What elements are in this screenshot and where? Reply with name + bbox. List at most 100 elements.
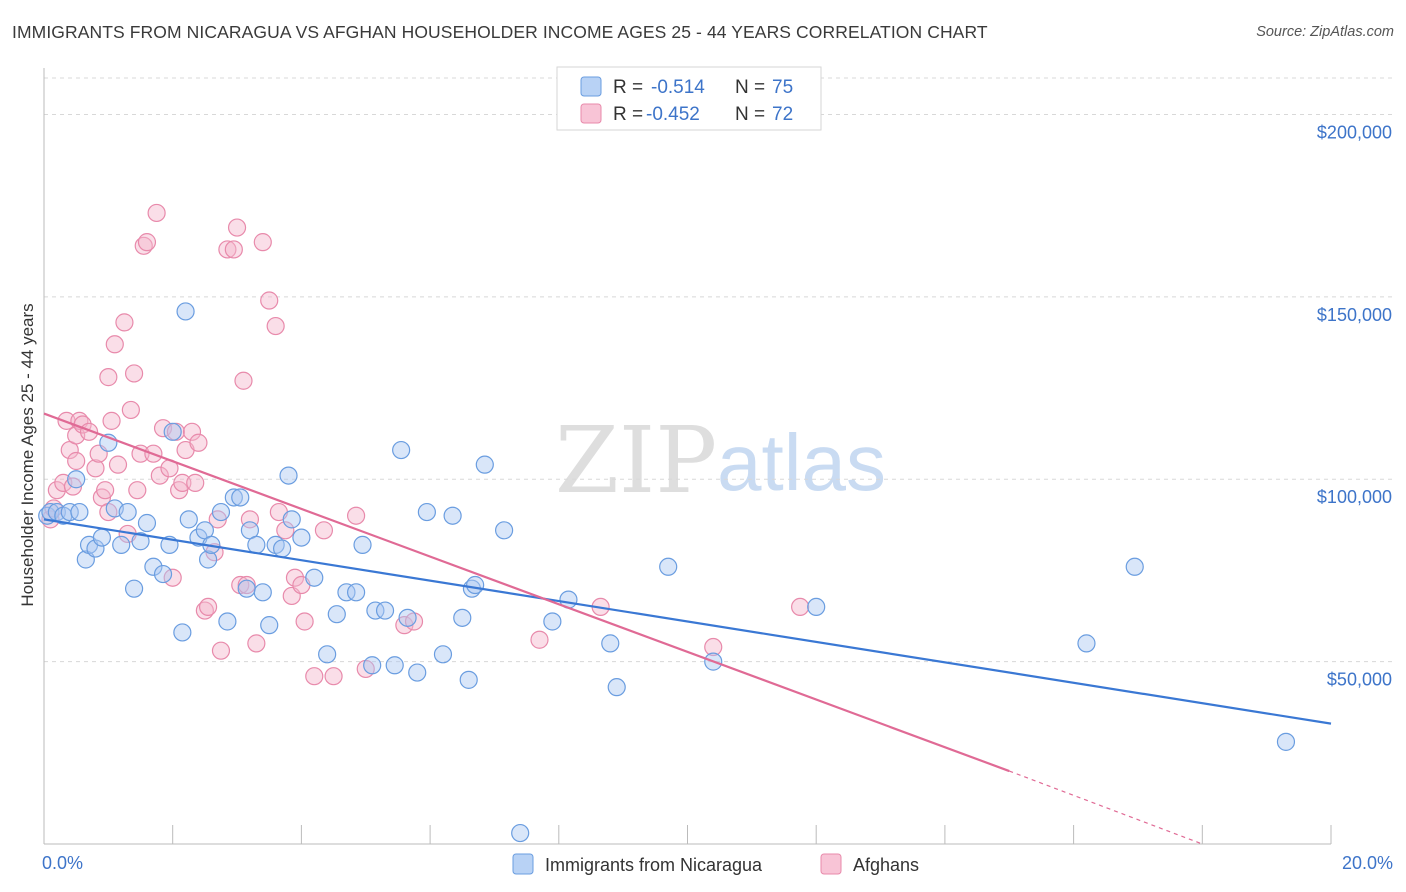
afghans-point-49	[227, 218, 247, 237]
nicaragua-point-70	[659, 557, 678, 576]
nicaragua-point-46	[337, 583, 356, 602]
legend-n-value-2: 72	[772, 104, 793, 125]
nicaragua-point-52	[385, 656, 404, 675]
nicaragua-point-65	[511, 823, 530, 843]
nicaragua-point-44	[318, 645, 337, 664]
nicaragua-point-24	[179, 510, 198, 529]
nicaragua-point-64	[495, 521, 514, 540]
nicaragua-point-31	[224, 488, 243, 507]
afghans-point-19	[105, 335, 124, 354]
nicaragua-point-29	[211, 502, 231, 522]
nicaragua-point-63	[475, 455, 494, 474]
x-tick-label-0: 0.0%	[42, 853, 83, 873]
afghans-point-30	[147, 203, 166, 223]
nicaragua-point-41	[282, 510, 301, 529]
nicaragua-point-69	[607, 678, 626, 697]
chart-source: Source: ZipAtlas.com	[1256, 24, 1394, 40]
nicaragua-point-30	[218, 612, 237, 631]
nicaragua-point-14	[118, 502, 137, 522]
afghans-point-26	[131, 444, 150, 463]
correlation-legend: R = -0.514 N = 75 R = -0.452 N = 72	[556, 66, 822, 131]
nicaragua-point-39	[272, 539, 292, 558]
afghans-point-21	[115, 313, 134, 332]
axes	[43, 68, 1332, 845]
afghans-point-43	[198, 597, 218, 617]
afghans-point-40	[186, 473, 205, 492]
afghans-point-34	[163, 568, 182, 587]
nicaragua-point-68	[601, 634, 620, 653]
legend-r-label-1: R =	[613, 77, 643, 98]
bottom-legend-swatch-pink	[820, 853, 842, 875]
afghans-point-48	[224, 240, 243, 259]
afghans-point-65	[314, 521, 334, 540]
nicaragua-point-42	[292, 528, 311, 547]
afghans-point-15	[96, 481, 115, 500]
nicaragua-point-9	[86, 539, 105, 558]
afghans-point-25	[128, 481, 147, 500]
afghans-point-66	[324, 667, 343, 686]
legend-n-label-1: N =	[735, 77, 765, 98]
tick-labels: $50,000 $100,000 $150,000 $200,000 0.0% 20.0%	[42, 122, 1393, 873]
x-tick-label-1: 20.0%	[1342, 853, 1393, 873]
legend-swatch-blue	[580, 76, 602, 97]
nicaragua-point-18	[144, 557, 163, 576]
afghans-point-55	[253, 233, 272, 252]
nicaragua-point-32	[231, 488, 250, 507]
afghans-point-37	[173, 473, 192, 492]
y-tick-label-1: $100,000	[1317, 487, 1392, 507]
legend-n-value-1: 75	[772, 77, 793, 98]
nicaragua-point-10	[92, 528, 112, 547]
afghans-point-61	[285, 568, 305, 587]
series-legend: Immigrants from Nicaragua Afghans	[512, 853, 919, 875]
nicaragua-point-56	[417, 502, 436, 522]
afghans-point-63	[295, 612, 314, 631]
afghans-point-12	[86, 459, 105, 478]
afghans-point-31	[150, 466, 169, 485]
nicaragua-point-19	[153, 564, 173, 584]
series-nicaragua	[38, 302, 1296, 843]
nicaragua-point-35	[247, 535, 266, 554]
nicaragua-point-58	[443, 506, 462, 525]
afghans-point-73	[704, 637, 723, 657]
nicaragua-point-13	[112, 535, 131, 554]
nicaragua-point-62	[466, 575, 485, 595]
nicaragua-point-22	[176, 302, 195, 321]
nicaragua-point-59	[453, 608, 472, 627]
afghans-point-18	[99, 368, 118, 387]
afghans-point-24	[124, 364, 144, 383]
nicaragua-point-27	[198, 550, 218, 569]
nicaragua-point-51	[375, 601, 395, 620]
gridlines	[44, 77, 1394, 663]
nicaragua-point-45	[327, 605, 346, 624]
nicaragua-point-49	[366, 601, 385, 620]
afghans-point-51	[234, 371, 253, 390]
nicaragua-point-72	[807, 597, 826, 617]
nicaragua-point-23	[173, 623, 192, 642]
bottom-legend-label-2: Afghans	[853, 855, 919, 875]
afghans-point-56	[260, 291, 279, 310]
nicaragua-point-75	[1276, 732, 1296, 751]
nicaragua-point-5	[67, 470, 86, 489]
nicaragua-point-74	[1125, 557, 1144, 576]
afghans-trend-line-extension	[1009, 770, 1203, 845]
legend-r-label-2: R =	[613, 104, 643, 125]
nicaragua-point-4	[60, 502, 79, 522]
afghans-point-46	[211, 641, 231, 660]
nicaragua-point-60	[459, 670, 478, 689]
afghans-point-67	[346, 506, 366, 525]
y-axis-label: Householder Income Ages 25 - 44 years	[18, 303, 37, 606]
chart-title: IMMIGRANTS FROM NICARAGUA VS AFGHAN HOUS…	[12, 22, 988, 42]
nicaragua-point-47	[346, 583, 366, 602]
afghans-point-71	[530, 630, 549, 649]
bottom-legend-label-1: Immigrants from Nicaragua	[545, 855, 763, 875]
nicaragua-point-43	[305, 568, 324, 587]
nicaragua-point-6	[70, 502, 89, 522]
bottom-legend-swatch-blue	[512, 853, 534, 875]
nicaragua-point-16	[131, 532, 150, 551]
nicaragua-point-21	[163, 422, 182, 441]
afghans-point-28	[137, 233, 157, 252]
afghans-trend-line	[43, 412, 1010, 773]
legend-r-value-1: -0.514	[651, 77, 705, 98]
trend-lines	[43, 412, 1332, 845]
